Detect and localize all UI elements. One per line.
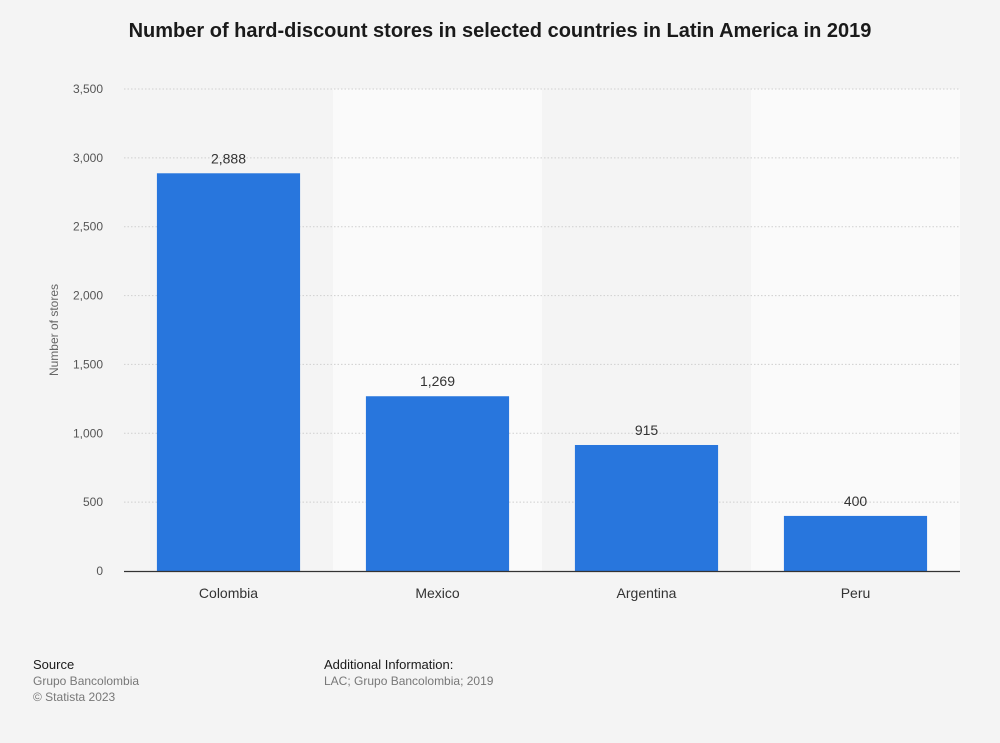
bar-chart: 0 500 1,000 1,500 2,000 2,500 3,000 3,500 2,888… <box>47 82 960 601</box>
copyright-text: © Statista 2023 <box>33 690 116 704</box>
y-axis-label: Number of stores <box>47 284 61 376</box>
x-tick-label: Peru <box>841 585 871 601</box>
value-labels: 2,888 1,269 915 400 <box>211 150 867 509</box>
y-tick-label: 0 <box>96 564 103 578</box>
chart-title: Number of hard-discount stores in select… <box>128 20 872 42</box>
bar-peru[interactable] <box>783 515 928 571</box>
data-label: 2,888 <box>211 150 246 166</box>
bar-mexico[interactable] <box>365 396 510 571</box>
y-tick-label: 2,000 <box>73 289 103 303</box>
source-heading: Source <box>33 657 75 672</box>
y-tick-label: 1,500 <box>73 357 103 371</box>
y-tick-label: 1,000 <box>73 426 103 440</box>
x-tick-label: Argentina <box>617 585 677 601</box>
source-block: Source Grupo Bancolombia © Statista 2023 <box>33 657 139 705</box>
y-tick-label: 2,500 <box>73 220 103 234</box>
y-axis-ticks: 0 500 1,000 1,500 2,000 2,500 3,000 3,500 <box>73 82 103 578</box>
bar-colombia[interactable] <box>156 173 301 572</box>
bar-argentina[interactable] <box>574 444 719 571</box>
x-tick-label: Mexico <box>415 585 460 601</box>
additional-info-block: Additional Information: LAC; Grupo Banco… <box>324 657 493 689</box>
data-label: 1,269 <box>420 373 455 389</box>
grid-lines <box>124 88 960 503</box>
category-band <box>751 89 960 571</box>
data-label: 915 <box>635 422 659 438</box>
data-label: 400 <box>844 493 868 509</box>
additional-info-text: LAC; Grupo Bancolombia; 2019 <box>324 674 494 688</box>
bars <box>156 173 928 572</box>
y-tick-label: 500 <box>83 495 103 509</box>
y-tick-label: 3,500 <box>73 82 103 96</box>
x-tick-label: Colombia <box>199 585 258 601</box>
source-text: Grupo Bancolombia <box>33 674 140 688</box>
x-axis-categories: Colombia Mexico Argentina Peru <box>199 585 870 601</box>
y-tick-label: 3,000 <box>73 151 103 165</box>
additional-info-heading: Additional Information: <box>324 657 454 672</box>
